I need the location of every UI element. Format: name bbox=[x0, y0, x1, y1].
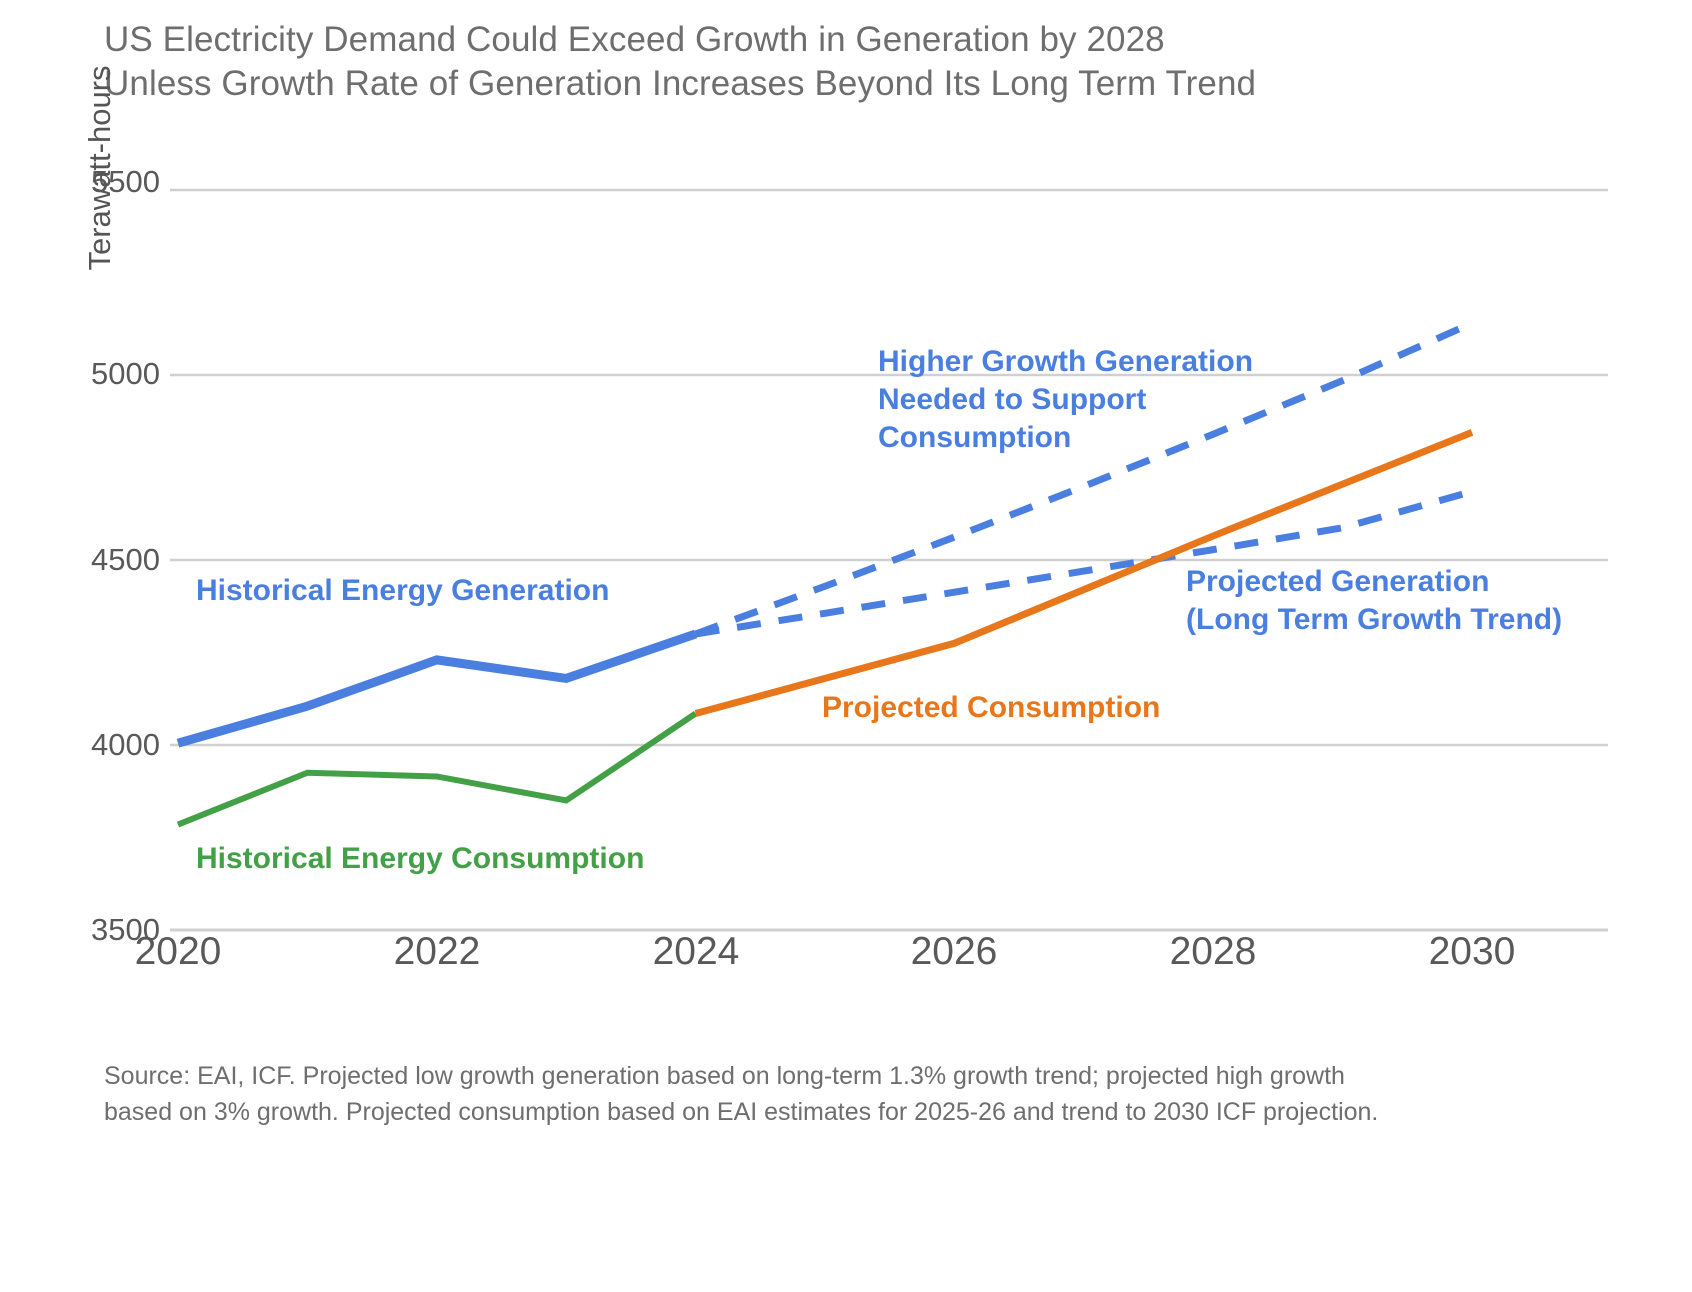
series-line bbox=[176, 629, 698, 748]
x-tick-2026: 2026 bbox=[910, 930, 998, 973]
series-line bbox=[695, 488, 1473, 638]
x-tick-2024: 2024 bbox=[652, 930, 740, 973]
x-tick-2022: 2022 bbox=[393, 930, 481, 973]
series-line bbox=[694, 429, 1474, 717]
x-tick-2020: 2020 bbox=[134, 930, 222, 973]
higher-growth-line-1: Higher Growth Generation bbox=[878, 345, 1254, 378]
higher-growth-line-3: Consumption bbox=[878, 421, 1072, 454]
y-tick-4000: 4000 bbox=[91, 727, 160, 762]
projected-generation-line-2: (Long Term Growth Trend) bbox=[1186, 603, 1563, 636]
annotation-higher-growth-generation: Higher Growth Generation Needed to Suppo… bbox=[878, 343, 1253, 457]
title-line-1: US Electricity Demand Could Exceed Growt… bbox=[104, 20, 1165, 59]
annotation-projected-consumption: Projected Consumption bbox=[822, 691, 1161, 724]
annotation-projected-generation: Projected Generation (Long Term Growth T… bbox=[1186, 563, 1562, 639]
title-line-2: Unless Growth Rate of Generation Increas… bbox=[104, 64, 1257, 103]
series-line bbox=[694, 320, 1474, 638]
higher-growth-line-2: Needed to Support bbox=[878, 383, 1147, 416]
annotation-historical-generation: Historical Energy Generation bbox=[196, 574, 610, 607]
projected-generation-line-1: Projected Generation bbox=[1186, 565, 1490, 598]
x-tick-2028: 2028 bbox=[1169, 930, 1257, 973]
page-title: US Electricity Demand Could Exceed Growt… bbox=[104, 18, 1604, 106]
y-tick-4500: 4500 bbox=[91, 542, 160, 577]
y-tick-5000: 5000 bbox=[91, 356, 160, 391]
gridlines bbox=[170, 188, 1608, 932]
y-tick-3500: 3500 bbox=[91, 912, 160, 947]
source-note: Source: EAI, ICF. Projected low growth g… bbox=[104, 1062, 1379, 1126]
series-line bbox=[176, 711, 698, 828]
series-lines bbox=[176, 320, 1474, 828]
y-tick-5500: 5500 bbox=[91, 164, 160, 199]
annotation-historical-consumption: Historical Energy Consumption bbox=[196, 842, 645, 875]
x-tick-2030: 2030 bbox=[1428, 930, 1516, 973]
